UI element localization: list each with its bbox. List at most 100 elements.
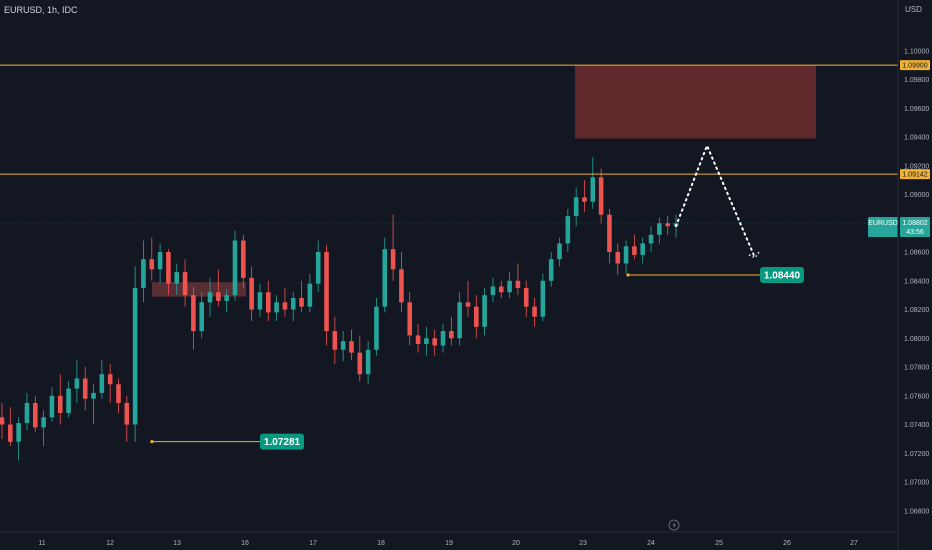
projection-path — [675, 143, 756, 259]
candle-body — [357, 352, 363, 375]
candle-body — [157, 252, 163, 270]
price-callout-label: 1.07281 — [264, 437, 301, 448]
candle-body — [582, 197, 587, 202]
symbol-tag-label: EURUSD — [868, 220, 898, 227]
symbol-tag — [868, 217, 898, 238]
candle-body — [632, 246, 637, 255]
time-tick-label: 12 — [106, 540, 114, 547]
candle-body — [399, 269, 404, 303]
candle-body — [16, 423, 21, 442]
price-callout — [260, 433, 304, 450]
price-callout-label: 1.08440 — [764, 271, 801, 282]
price-tick-label: 1.08000 — [904, 336, 929, 343]
candle-body — [299, 298, 304, 307]
time-tick-label: 13 — [173, 540, 181, 547]
candlestick-series — [0, 157, 679, 461]
level-price-label: 1.09900 — [902, 63, 927, 70]
level-price-tag — [900, 60, 930, 71]
broken-support-zone — [152, 282, 246, 297]
candle-body — [598, 177, 604, 215]
candle-body — [474, 306, 479, 327]
candle-body — [99, 374, 105, 393]
current-price-label: 1.08802 — [902, 220, 927, 227]
candle-body — [407, 302, 413, 336]
candle-body — [91, 392, 96, 399]
time-tick-label: 11 — [38, 540, 45, 547]
candle-body — [340, 341, 346, 350]
candle-body — [241, 240, 246, 278]
level-price-label: 1.09142 — [902, 172, 927, 179]
time-tick-label: 16 — [241, 540, 249, 547]
candle-body — [265, 292, 271, 313]
bar-countdown-label: 43:56 — [906, 229, 924, 236]
candle-body — [365, 349, 371, 375]
candle-body — [315, 252, 321, 284]
candle-body — [382, 249, 388, 307]
candle-body — [24, 402, 30, 424]
candle-body — [349, 341, 354, 353]
candle-body — [132, 287, 138, 425]
price-tick-label: 1.07400 — [904, 422, 929, 429]
candle-body — [174, 272, 180, 284]
price-tick-label: 1.10000 — [904, 48, 929, 55]
price-tick-label: 1.08200 — [904, 307, 929, 314]
candle-body — [565, 216, 571, 244]
candle-body — [57, 395, 63, 414]
price-tick-label: 1.07200 — [904, 451, 929, 458]
candle-body — [199, 302, 204, 332]
candle-body — [657, 223, 662, 235]
price-tick-label: 1.08400 — [904, 278, 929, 285]
price-tick-label: 1.06800 — [904, 508, 929, 515]
price-tick-label: 1.07600 — [904, 393, 929, 400]
marked-low-dot — [626, 273, 630, 277]
candle-body — [141, 259, 146, 288]
price-tick-label: 1.09600 — [904, 106, 929, 113]
candle-body — [440, 331, 446, 346]
candle-body — [166, 252, 171, 284]
candle-body — [532, 306, 537, 317]
price-tick-label: 1.09000 — [904, 192, 929, 199]
candle-body — [149, 259, 155, 270]
price-tick-label: 1.07000 — [904, 480, 929, 487]
price-axis[interactable]: 1.06800 1.07000 1.07200 1.07400 1.07600 1.078… — [897, 0, 930, 550]
lightning-icon — [668, 519, 680, 531]
time-tick-label: 25 — [715, 540, 723, 547]
marked-low-dot — [150, 440, 154, 444]
time-tick-label: 18 — [377, 540, 385, 547]
candle-body — [590, 177, 596, 202]
candle-body — [523, 287, 529, 307]
candle-body — [424, 338, 429, 345]
candle-body — [249, 277, 254, 310]
candle-body — [216, 292, 221, 301]
chart-symbol-title: EURUSD, 1h, IDC — [4, 5, 78, 15]
lightning-icon-bolt — [672, 521, 676, 529]
candle-body — [74, 378, 80, 389]
candle-body — [191, 295, 196, 332]
lightning-icon-ring — [668, 519, 680, 531]
candle-body — [207, 292, 213, 303]
candle-body — [573, 197, 579, 217]
candle-body — [290, 298, 296, 310]
candle-body — [665, 223, 670, 227]
candle-body — [390, 249, 396, 270]
candle-body — [182, 272, 188, 296]
candle-body — [449, 331, 454, 339]
candle-body — [332, 331, 338, 350]
candle-body — [482, 295, 487, 327]
time-axis[interactable]: 11 12 13 16 17 18 19 20 23 24 25 26 27 — [0, 519, 898, 547]
candle-body — [257, 292, 263, 310]
candle-body — [648, 234, 654, 244]
candle-body — [41, 417, 46, 428]
time-tick-label: 19 — [445, 540, 453, 547]
time-tick-label: 23 — [579, 540, 587, 547]
price-tick-label: 1.09800 — [904, 77, 929, 84]
time-tick-label: 24 — [647, 540, 655, 547]
candle-body — [623, 246, 629, 264]
candle-body — [548, 259, 554, 281]
price-tick-label: 1.07800 — [904, 365, 929, 372]
price-axis-currency: USD — [905, 5, 922, 14]
candle-body — [224, 295, 229, 301]
candle-body — [615, 252, 621, 264]
candle-body — [32, 402, 38, 428]
